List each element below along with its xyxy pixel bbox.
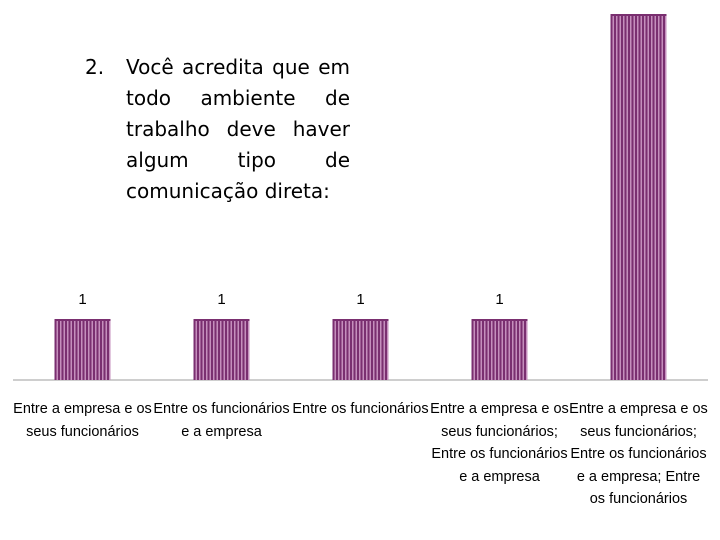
data-label: 1	[495, 291, 504, 308]
data-label: 1	[356, 291, 365, 308]
data-label: 1	[217, 291, 226, 308]
title-number: 2.	[85, 55, 105, 79]
category-label: Entre a empresa e os seus funcionários	[13, 401, 152, 440]
category-label: Entre a empresa e os seus funcionários; …	[430, 401, 569, 485]
bar	[332, 319, 389, 380]
bar	[471, 319, 528, 380]
data-label: 1	[78, 291, 87, 308]
category-label: Entre a empresa e os seus funcionários; …	[569, 401, 708, 507]
category-label: Entre os funcionários	[292, 401, 429, 417]
bar	[193, 319, 250, 380]
bar	[54, 319, 111, 380]
title-text: Você acredita que em todo ambiente de tr…	[126, 55, 350, 203]
bar	[610, 14, 667, 380]
category-label: Entre os funcionários e a empresa	[153, 401, 290, 440]
